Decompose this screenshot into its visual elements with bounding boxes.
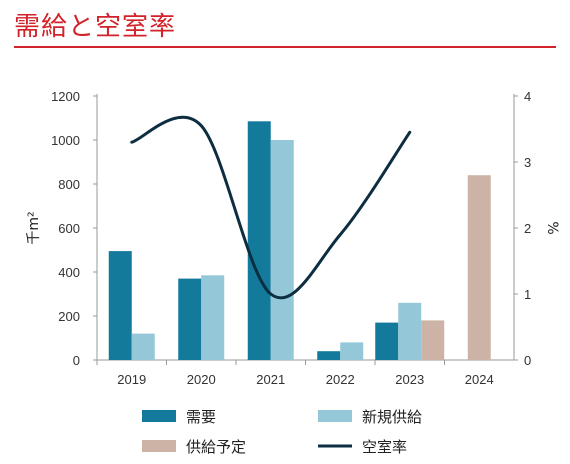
bar — [270, 140, 294, 360]
bar — [398, 302, 422, 360]
bar — [108, 251, 132, 360]
y-axis-title-right: % — [544, 221, 560, 234]
bar — [131, 333, 155, 360]
x-tick-label: 2020 — [187, 372, 216, 387]
legend-label: 需要 — [186, 408, 216, 426]
bar — [467, 175, 491, 360]
y-tick-label-right: 1 — [524, 287, 531, 302]
y-tick-label-left: 800 — [58, 177, 80, 192]
bar-series — [108, 121, 491, 360]
bar — [178, 278, 202, 360]
y-tick-label-left: 600 — [58, 221, 80, 236]
y-tick-label-right: 0 — [524, 353, 531, 368]
x-tick-label: 2023 — [395, 372, 424, 387]
y-tick-label-left: 1000 — [51, 133, 80, 148]
tick-labels: 0 200 400 600 800 1000 1200 0 1 2 3 4 2019 2020 2021 20… — [51, 89, 531, 387]
legend-swatch — [142, 410, 176, 422]
y-axis-title-left: 千m² — [26, 211, 42, 244]
y-tick-label-left: 200 — [58, 309, 80, 324]
y-tick-label-right: 3 — [524, 155, 531, 170]
page-title: 需給と空室率 — [14, 12, 177, 42]
y-tick-label-left: 1200 — [51, 89, 80, 104]
bar — [375, 322, 399, 360]
x-tick-label: 2021 — [256, 372, 285, 387]
legend-label: 空室率 — [362, 438, 407, 456]
line-series — [130, 115, 412, 300]
bar — [201, 275, 225, 360]
y-tick-label-left: 400 — [58, 265, 80, 280]
x-tick-label: 2024 — [465, 372, 494, 387]
legend-swatch — [318, 410, 352, 422]
legend-swatch — [142, 440, 176, 452]
bar — [247, 121, 271, 360]
x-tick-label: 2022 — [326, 372, 355, 387]
y-tick-label-left: 0 — [73, 353, 80, 368]
vacancy-rate-line — [130, 115, 412, 300]
legend-label: 新規供給 — [362, 408, 422, 426]
y-tick-label-right: 2 — [524, 221, 531, 236]
chart-axes — [93, 94, 518, 365]
y-tick-label-right: 4 — [524, 89, 531, 104]
bar — [340, 342, 364, 360]
bar — [421, 320, 445, 360]
x-tick-label: 2019 — [117, 372, 146, 387]
legend-label: 供給予定 — [186, 438, 246, 456]
bar — [317, 351, 341, 360]
title-divider — [14, 46, 556, 48]
